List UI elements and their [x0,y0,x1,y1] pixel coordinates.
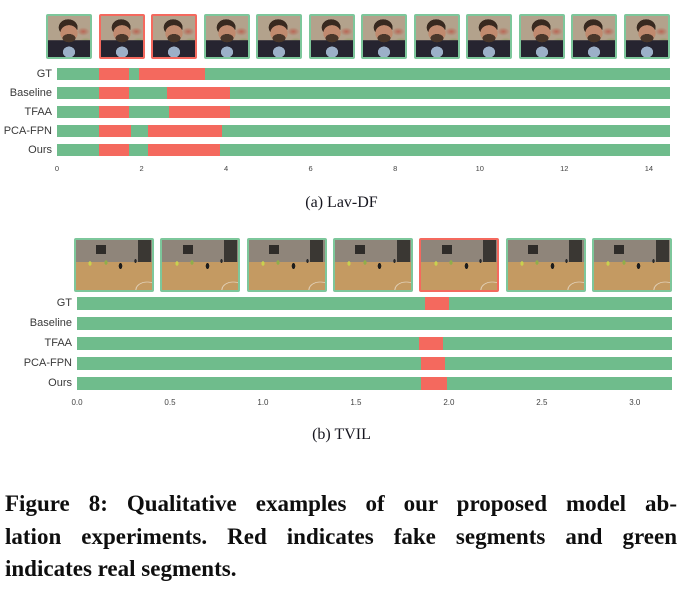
video-frame-thumbnail-real [361,14,408,59]
fake-segment [99,106,129,118]
x-tick-label: 0.5 [164,398,176,407]
x-tick-label: 2 [139,164,144,173]
timeline-row: TFAA [0,106,683,118]
fake-segment [420,357,446,370]
fake-segment [147,125,222,137]
x-axis-row: 0.0 0.5 1.0 1.5 2.0 2.5 3.0 [0,397,683,408]
subfigure-a-caption: (a) Lav-DF [305,194,378,211]
x-tick-label: 10 [475,164,484,173]
timeline-bar-gt [57,68,670,80]
x-tick-label: 2.0 [443,398,455,407]
x-tick-label: 4 [224,164,229,173]
timeline-row: Ours [0,144,683,156]
timeline-row: PCA-FPN [0,125,683,137]
video-frame-thumbnail-real [466,14,513,59]
video-frame-strip-lavdf [46,14,670,59]
fake-segment [424,297,449,310]
timeline-row: TFAA [0,337,683,350]
x-tick-label: 14 [644,164,654,173]
video-frame-thumbnail-real [246,238,327,292]
video-frame-strip-tvil [74,238,672,292]
video-frame-thumbnail-real [623,14,670,59]
fake-segment [419,337,444,350]
fake-segment [139,68,205,80]
x-axis-row: 0 2 4 6 8 10 12 14 [0,163,683,174]
row-label-ours: Ours [48,377,72,389]
fake-segment [147,144,220,156]
x-axis: 0 2 4 6 8 10 12 14 [54,163,670,174]
video-frame-thumbnail-real [308,14,355,59]
timeline-bar-pca-fpn [57,125,670,137]
timeline-row: Ours [0,377,683,390]
x-tick-label: 3.0 [629,398,641,407]
timeline-bar-gt [77,297,672,310]
video-frame-thumbnail-fake [98,14,145,59]
axis-spacer [0,163,57,174]
row-label-tfaa: TFAA [24,105,52,118]
video-frame-thumbnail-fake [151,14,198,59]
figure-caption-line: lation experiments. Red indicates fake s… [5,523,677,549]
video-frame-thumbnail-real [256,14,303,59]
row-label-pca-fpn: PCA-FPN [23,357,72,369]
row-label-gt: GT [56,297,72,309]
fake-segment [99,87,129,99]
fake-segment [99,125,131,137]
timeline-bar-tfaa [57,106,670,118]
timeline-row: Baseline [0,317,683,330]
row-label-tfaa: TFAA [44,337,72,349]
figure-caption: Figure 8: Qualitative examples of our pr… [5,488,677,586]
axis-spacer [0,397,77,408]
row-label-gt: GT [36,67,52,80]
subfigure-a-lavdf: GT Baseline TFAA PCA-FPN Ours 0 2 4 6 8 10 12 14 (a)… [0,14,683,212]
timeline-bar-pca-fpn [77,357,672,370]
timeline-row: GT [0,68,683,80]
x-tick-label: 0.0 [71,398,83,407]
video-frame-thumbnail-real [571,14,618,59]
video-frame-thumbnail-real [332,238,413,292]
row-label-baseline: Baseline [29,317,72,329]
timeline-bar-baseline [57,87,670,99]
video-frame-thumbnail-real [591,238,672,292]
subfigure-b-caption: (b) TVIL [312,426,371,443]
row-label-baseline: Baseline [9,86,52,99]
row-label-ours: Ours [28,143,52,156]
timeline-bar-ours [77,377,672,390]
x-tick-label: 8 [393,164,398,173]
x-tick-label: 2.5 [536,398,548,407]
figure-caption-line: indicates real segments. [5,556,237,581]
video-frame-thumbnail-real [46,14,92,59]
video-frame-thumbnail-real [203,14,250,59]
x-tick-label: 12 [560,164,569,173]
video-frame-thumbnail-real [518,14,565,59]
fake-segment [166,87,231,99]
fake-segment [169,106,231,118]
timeline-bar-tfaa [77,337,672,350]
fake-segment [420,377,448,390]
fake-segment [99,144,129,156]
timeline-row: Baseline [0,87,683,99]
segment-chart-tvil: GT Baseline TFAA PCA-FPN Ours 0.0 0.5 1.0 1.5 2.0… [0,297,683,408]
x-tick-label: 1.0 [257,398,269,407]
subfigure-b-tvil: GT Baseline TFAA PCA-FPN Ours 0.0 0.5 1.0 1.5 2.0… [0,238,683,444]
x-axis: 0.0 0.5 1.0 1.5 2.0 2.5 3.0 [71,397,672,408]
video-frame-thumbnail-real [505,238,586,292]
segment-chart-lavdf: GT Baseline TFAA PCA-FPN Ours 0 2 4 6 8 10 12 14 [0,68,683,174]
timeline-bar-ours [57,144,670,156]
video-frame-thumbnail-real [74,238,154,292]
video-frame-thumbnail-fake [419,238,500,292]
x-tick-label: 1.5 [350,398,362,407]
timeline-row: PCA-FPN [0,357,683,370]
row-label-pca-fpn: PCA-FPN [3,124,52,137]
figure-caption-line: Figure 8: Qualitative examples of our pr… [5,491,677,516]
timeline-bar-baseline [77,317,672,330]
x-tick-label: 0 [54,164,60,173]
fake-segment [99,68,129,80]
video-frame-thumbnail-real [413,14,460,59]
x-tick-label: 6 [308,164,313,173]
video-frame-thumbnail-real [160,238,241,292]
timeline-row: GT [0,297,683,310]
